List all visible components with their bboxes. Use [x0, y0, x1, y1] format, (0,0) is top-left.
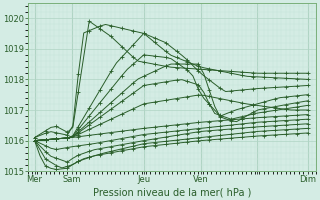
X-axis label: Pression niveau de la mer( hPa ): Pression niveau de la mer( hPa ) — [93, 187, 251, 197]
